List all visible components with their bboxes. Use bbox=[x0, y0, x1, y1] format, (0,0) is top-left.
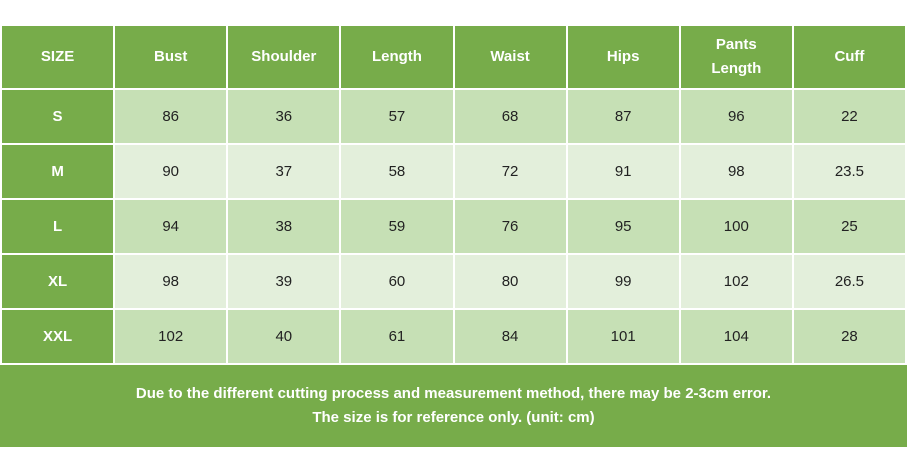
measurement-cell: 38 bbox=[226, 198, 342, 255]
measurement-cell: 98 bbox=[678, 143, 794, 200]
measurement-cell: 37 bbox=[226, 143, 342, 200]
header-text: Shoulder bbox=[251, 48, 317, 65]
measurement-cell: 94 bbox=[113, 198, 229, 255]
measurement-cell: 91 bbox=[565, 143, 681, 200]
table-row: XXL 102 40 61 84 101 104 28 bbox=[0, 308, 908, 365]
measurement-cell: 84 bbox=[452, 308, 568, 365]
measurement-cell: 99 bbox=[565, 253, 681, 310]
measurement-cell: 39 bbox=[226, 253, 342, 310]
table-row: L 94 38 59 76 95 100 25 bbox=[0, 198, 908, 255]
header-text: Length bbox=[371, 48, 422, 65]
measurement-cell: 36 bbox=[226, 88, 342, 145]
header-cell: Cuff bbox=[791, 24, 908, 90]
measurement-cell: 58 bbox=[339, 143, 455, 200]
measurement-cell: 28 bbox=[791, 308, 908, 365]
measurement-cell: 80 bbox=[452, 253, 568, 310]
header-cell: Hips bbox=[565, 24, 681, 90]
header-row: SIZE Bust Shoulder Length Waist Hips Pants Len… bbox=[0, 24, 908, 90]
header-text: Waist bbox=[490, 48, 530, 65]
measurement-cell: 95 bbox=[565, 198, 681, 255]
footer-notes: Due to the different cutting process and… bbox=[0, 365, 907, 447]
size-cell: XXL bbox=[0, 308, 116, 365]
measurement-cell: 22 bbox=[791, 88, 908, 145]
measurement-cell: 72 bbox=[452, 143, 568, 200]
measurement-cell: 76 bbox=[452, 198, 568, 255]
measurement-cell: 101 bbox=[565, 308, 681, 365]
header-cell: SIZE bbox=[0, 24, 116, 90]
header-cell: Waist bbox=[452, 24, 568, 90]
measurement-cell: 23.5 bbox=[791, 143, 908, 200]
note: The size is for reference only. (unit: c… bbox=[312, 409, 595, 426]
size-table: SIZE Bust Shoulder Length Waist Hips Pants Len… bbox=[0, 24, 908, 365]
header-text: Hips bbox=[606, 48, 640, 65]
header-cell: Shoulder bbox=[226, 24, 342, 90]
size-cell: S bbox=[0, 88, 116, 145]
measurement-cell: 59 bbox=[339, 198, 455, 255]
measurement-cell: 57 bbox=[339, 88, 455, 145]
header-cell: Length bbox=[339, 24, 455, 90]
measurement-cell: 61 bbox=[339, 308, 455, 365]
measurement-cell: 104 bbox=[678, 308, 794, 365]
header-text: Pants Length bbox=[711, 36, 762, 77]
size-chart: SIZE Bust Shoulder Length Waist Hips Pants Len… bbox=[0, 24, 908, 447]
size-cell: M bbox=[0, 143, 116, 200]
measurement-cell: 87 bbox=[565, 88, 681, 145]
header-text: Bust bbox=[154, 48, 188, 65]
measurement-cell: 40 bbox=[226, 308, 342, 365]
size-cell: L bbox=[0, 198, 116, 255]
table-row: S 86 36 57 68 87 96 22 bbox=[0, 88, 908, 145]
header-text: Cuff bbox=[834, 48, 865, 65]
table-row: M 90 37 58 72 91 98 23.5 bbox=[0, 143, 908, 200]
size-cell: XL bbox=[0, 253, 116, 310]
measurement-cell: 96 bbox=[678, 88, 794, 145]
measurement-cell: 26.5 bbox=[791, 253, 908, 310]
table-row: XL 98 39 60 80 99 102 26.5 bbox=[0, 253, 908, 310]
measurement-cell: 60 bbox=[339, 253, 455, 310]
measurement-cell: 102 bbox=[678, 253, 794, 310]
header-cell: Bust bbox=[113, 24, 229, 90]
header-text: SIZE bbox=[40, 48, 75, 65]
measurement-cell: 90 bbox=[113, 143, 229, 200]
header-cell: Pants Length bbox=[678, 24, 794, 90]
measurement-cell: 98 bbox=[113, 253, 229, 310]
measurement-cell: 86 bbox=[113, 88, 229, 145]
note: Due to the different cutting process and… bbox=[135, 385, 772, 402]
measurement-cell: 68 bbox=[452, 88, 568, 145]
measurement-cell: 102 bbox=[113, 308, 229, 365]
measurement-cell: 100 bbox=[678, 198, 794, 255]
measurement-cell: 25 bbox=[791, 198, 908, 255]
